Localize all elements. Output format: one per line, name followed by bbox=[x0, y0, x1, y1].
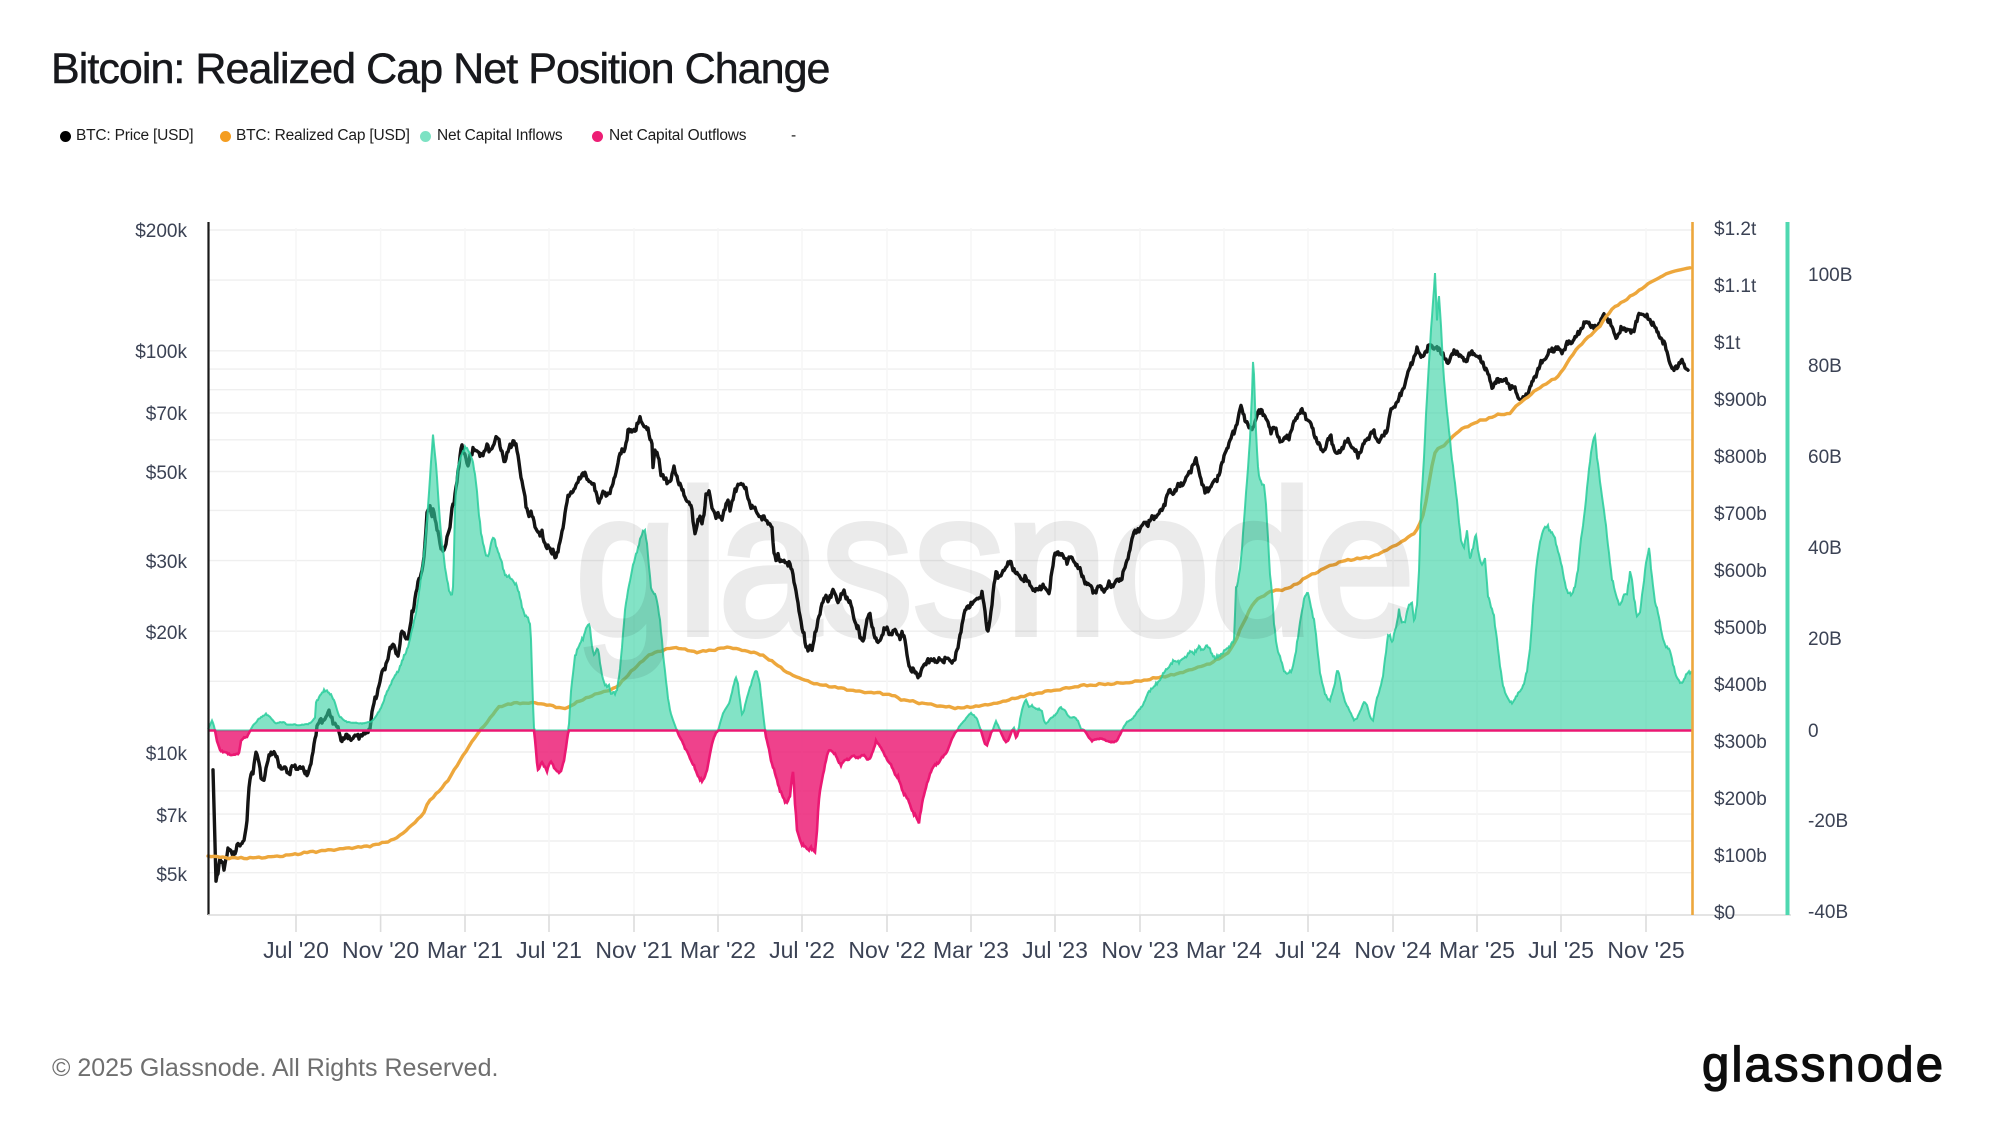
svg-text:80B: 80B bbox=[1808, 356, 1842, 377]
svg-text:$200b: $200b bbox=[1714, 789, 1767, 810]
svg-text:-40B: -40B bbox=[1808, 902, 1848, 923]
svg-text:Jul '25: Jul '25 bbox=[1528, 937, 1594, 963]
svg-text:$70k: $70k bbox=[146, 404, 188, 425]
svg-text:Mar '21: Mar '21 bbox=[427, 937, 503, 963]
svg-text:60B: 60B bbox=[1808, 447, 1842, 468]
svg-text:100B: 100B bbox=[1808, 265, 1852, 286]
svg-text:$900b: $900b bbox=[1714, 390, 1767, 411]
svg-text:0: 0 bbox=[1808, 721, 1819, 742]
svg-text:Mar '24: Mar '24 bbox=[1186, 937, 1262, 963]
svg-text:Mar '25: Mar '25 bbox=[1439, 937, 1515, 963]
svg-text:Jul '23: Jul '23 bbox=[1022, 937, 1088, 963]
svg-text:Nov '23: Nov '23 bbox=[1101, 937, 1178, 963]
svg-text:Nov '25: Nov '25 bbox=[1607, 937, 1684, 963]
svg-text:$1t: $1t bbox=[1714, 333, 1741, 354]
svg-text:Nov '22: Nov '22 bbox=[848, 937, 925, 963]
svg-text:Nov '20: Nov '20 bbox=[342, 937, 419, 963]
svg-text:$300b: $300b bbox=[1714, 732, 1767, 753]
svg-text:$10k: $10k bbox=[146, 744, 188, 765]
svg-text:$0: $0 bbox=[1714, 903, 1735, 924]
svg-text:$30k: $30k bbox=[146, 552, 188, 573]
svg-text:-20B: -20B bbox=[1808, 811, 1848, 832]
svg-text:20B: 20B bbox=[1808, 629, 1842, 650]
svg-text:Jul '24: Jul '24 bbox=[1275, 937, 1341, 963]
svg-text:$800b: $800b bbox=[1714, 447, 1767, 468]
svg-text:$50k: $50k bbox=[146, 463, 188, 484]
svg-text:Mar '23: Mar '23 bbox=[933, 937, 1009, 963]
svg-text:40B: 40B bbox=[1808, 538, 1842, 559]
svg-text:$1.1t: $1.1t bbox=[1714, 276, 1757, 297]
svg-text:Nov '24: Nov '24 bbox=[1354, 937, 1431, 963]
svg-text:$7k: $7k bbox=[156, 806, 187, 827]
svg-text:Mar '22: Mar '22 bbox=[680, 937, 756, 963]
svg-text:$5k: $5k bbox=[156, 865, 187, 886]
svg-text:$100k: $100k bbox=[135, 342, 187, 363]
svg-text:$400b: $400b bbox=[1714, 675, 1767, 696]
svg-text:$100b: $100b bbox=[1714, 846, 1767, 867]
svg-text:$20k: $20k bbox=[146, 623, 188, 644]
svg-text:Jul '21: Jul '21 bbox=[516, 937, 582, 963]
svg-text:$700b: $700b bbox=[1714, 504, 1767, 525]
svg-text:$200k: $200k bbox=[135, 221, 187, 242]
svg-text:$1.2t: $1.2t bbox=[1714, 219, 1757, 240]
svg-text:$600b: $600b bbox=[1714, 561, 1767, 582]
svg-text:$500b: $500b bbox=[1714, 618, 1767, 639]
svg-text:glassnode: glassnode bbox=[575, 449, 1415, 678]
svg-text:Jul '22: Jul '22 bbox=[769, 937, 835, 963]
svg-text:Nov '21: Nov '21 bbox=[595, 937, 672, 963]
svg-text:Jul '20: Jul '20 bbox=[263, 937, 329, 963]
